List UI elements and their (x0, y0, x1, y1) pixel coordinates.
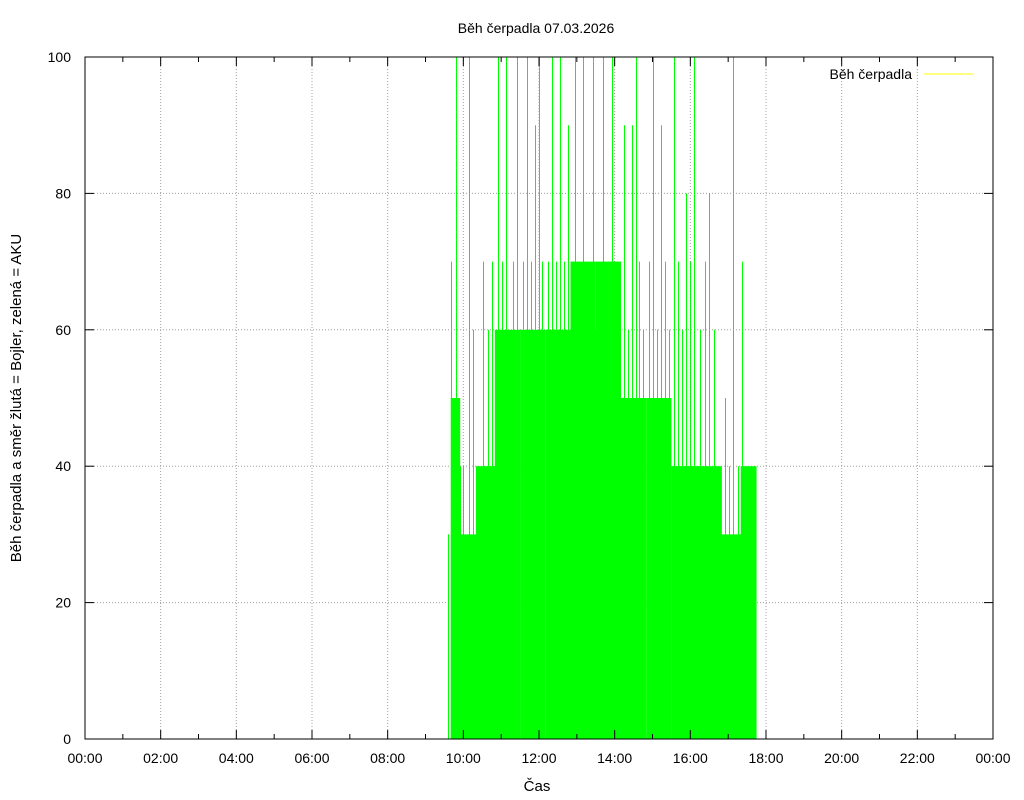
y-tick-label: 60 (55, 322, 71, 338)
y-tick-label: 40 (55, 458, 71, 474)
y-tick-label: 0 (63, 731, 71, 747)
x-tick-label: 20:00 (824, 750, 859, 766)
y-tick-label: 80 (55, 185, 71, 201)
axis-ticks (84, 56, 994, 740)
y-tick-label: 20 (55, 595, 71, 611)
x-tick-label: 10:00 (446, 750, 481, 766)
chart-title: Běh čerpadla 07.03.2026 (458, 20, 615, 36)
legend: Běh čerpadla (829, 66, 974, 82)
x-tick-label: 22:00 (900, 750, 935, 766)
x-axis-label: Čas (524, 778, 551, 795)
x-tick-label: 04:00 (219, 750, 254, 766)
x-tick-label: 12:00 (521, 750, 556, 766)
y-tick-labels: 0 20 40 60 80 100 (48, 49, 72, 747)
x-tick-label: 16:00 (673, 750, 708, 766)
y-axis-label: Běh čerpadla a směr žlutá = Bojler, zele… (8, 234, 25, 563)
x-tick-label: 02:00 (143, 750, 178, 766)
aku-fill-block (460, 534, 476, 739)
x-tick-labels: 00:00 02:00 04:00 06:00 08:00 10:00 12:00 14:00… (67, 750, 1010, 766)
aku-fill-block (740, 466, 757, 739)
y-tick-label: 100 (48, 49, 72, 65)
x-tick-label: 00:00 (67, 750, 102, 766)
x-tick-label: 14:00 (597, 750, 632, 766)
x-tick-label: 18:00 (748, 750, 783, 766)
x-tick-label: 00:00 (975, 750, 1010, 766)
legend-label-beh-cerpadla: Běh čerpadla (829, 66, 912, 82)
data-series-aku (448, 57, 757, 739)
x-tick-label: 06:00 (294, 750, 329, 766)
x-tick-label: 08:00 (370, 750, 405, 766)
aku-fill-block (520, 329, 546, 739)
